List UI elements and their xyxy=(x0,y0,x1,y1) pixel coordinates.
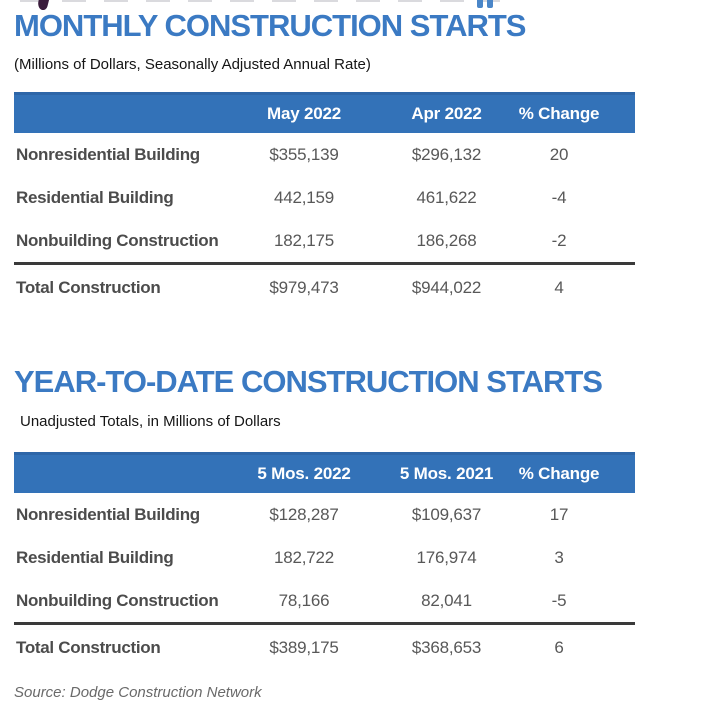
table-row: Nonresidential Building $128,287 $109,63… xyxy=(14,493,635,536)
row-value: $979,473 xyxy=(269,277,339,297)
ytd-table: 5 Mos. 2022 5 Mos. 2021 % Change Nonresi… xyxy=(14,452,635,670)
table-row: Nonbuilding Construction 78,166 82,041 -… xyxy=(14,579,635,622)
total-row: Total Construction $389,175 $368,653 6 xyxy=(14,622,635,670)
monthly-section-title: MONTHLY CONSTRUCTION STARTS xyxy=(14,8,526,43)
row-value: $296,132 xyxy=(411,144,482,164)
source-credit: Source: Dodge Construction Network xyxy=(14,684,262,701)
row-value: 176,974 xyxy=(416,547,477,567)
monthly-table: May 2022 Apr 2022 % Change Nonresidentia… xyxy=(14,92,635,310)
row-label: Nonbuilding Construction xyxy=(16,230,219,250)
clipped-text-fragment xyxy=(487,0,493,8)
row-value: 461,622 xyxy=(416,187,477,207)
row-change: -4 xyxy=(551,187,567,207)
table-row: Nonresidential Building $355,139 $296,13… xyxy=(14,133,635,176)
row-value: 78,166 xyxy=(278,590,330,610)
header-apr-2022: Apr 2022 xyxy=(411,104,482,123)
row-value: $944,022 xyxy=(411,277,482,297)
ytd-section-title: YEAR-TO-DATE CONSTRUCTION STARTS xyxy=(14,364,603,399)
ytd-section-subtitle: Unadjusted Totals, in Millions of Dollar… xyxy=(20,413,281,430)
table-row: Residential Building 182,722 176,974 3 xyxy=(14,536,635,579)
total-row: Total Construction $979,473 $944,022 4 xyxy=(14,262,635,310)
row-change: 17 xyxy=(549,504,569,524)
row-label: Total Construction xyxy=(16,637,161,657)
row-value: $368,653 xyxy=(411,637,482,657)
header-may-2022: May 2022 xyxy=(266,104,341,123)
row-value: 442,159 xyxy=(273,187,335,207)
row-label: Residential Building xyxy=(16,187,174,207)
monthly-section-subtitle: (Millions of Dollars, Seasonally Adjuste… xyxy=(14,56,371,73)
row-value: 186,268 xyxy=(416,230,477,250)
row-change: 20 xyxy=(549,144,569,164)
row-label: Nonresidential Building xyxy=(16,504,200,524)
row-value: 182,175 xyxy=(273,230,335,250)
header-5mos-2021: 5 Mos. 2021 xyxy=(399,464,494,483)
row-change: 3 xyxy=(554,547,564,567)
row-label: Total Construction xyxy=(16,277,161,297)
ytd-table-header: 5 Mos. 2022 5 Mos. 2021 % Change xyxy=(14,452,635,493)
monthly-table-header: May 2022 Apr 2022 % Change xyxy=(14,92,635,133)
clipped-text-fragment xyxy=(20,0,500,2)
row-label: Residential Building xyxy=(16,547,174,567)
row-label: Nonbuilding Construction xyxy=(16,590,219,610)
header-5mos-2022: 5 Mos. 2022 xyxy=(257,464,351,483)
row-label: Nonresidential Building xyxy=(16,144,200,164)
table-row: Residential Building 442,159 461,622 -4 xyxy=(14,176,635,219)
clipped-text-fragment xyxy=(477,0,483,8)
row-value: $389,175 xyxy=(269,637,339,657)
table-row: Nonbuilding Construction 182,175 186,268… xyxy=(14,219,635,262)
row-change: -5 xyxy=(551,590,567,610)
row-change: 4 xyxy=(554,277,564,297)
header-pct-change: % Change xyxy=(518,104,600,123)
clipped-headline-remnant xyxy=(0,0,722,10)
row-change: -2 xyxy=(551,230,567,250)
row-change: 6 xyxy=(554,637,564,657)
header-pct-change: % Change xyxy=(518,464,600,483)
row-value: 82,041 xyxy=(421,590,472,610)
row-value: $109,637 xyxy=(411,504,482,524)
row-value: $355,139 xyxy=(269,144,339,164)
row-value: $128,287 xyxy=(269,504,339,524)
row-value: 182,722 xyxy=(273,547,335,567)
